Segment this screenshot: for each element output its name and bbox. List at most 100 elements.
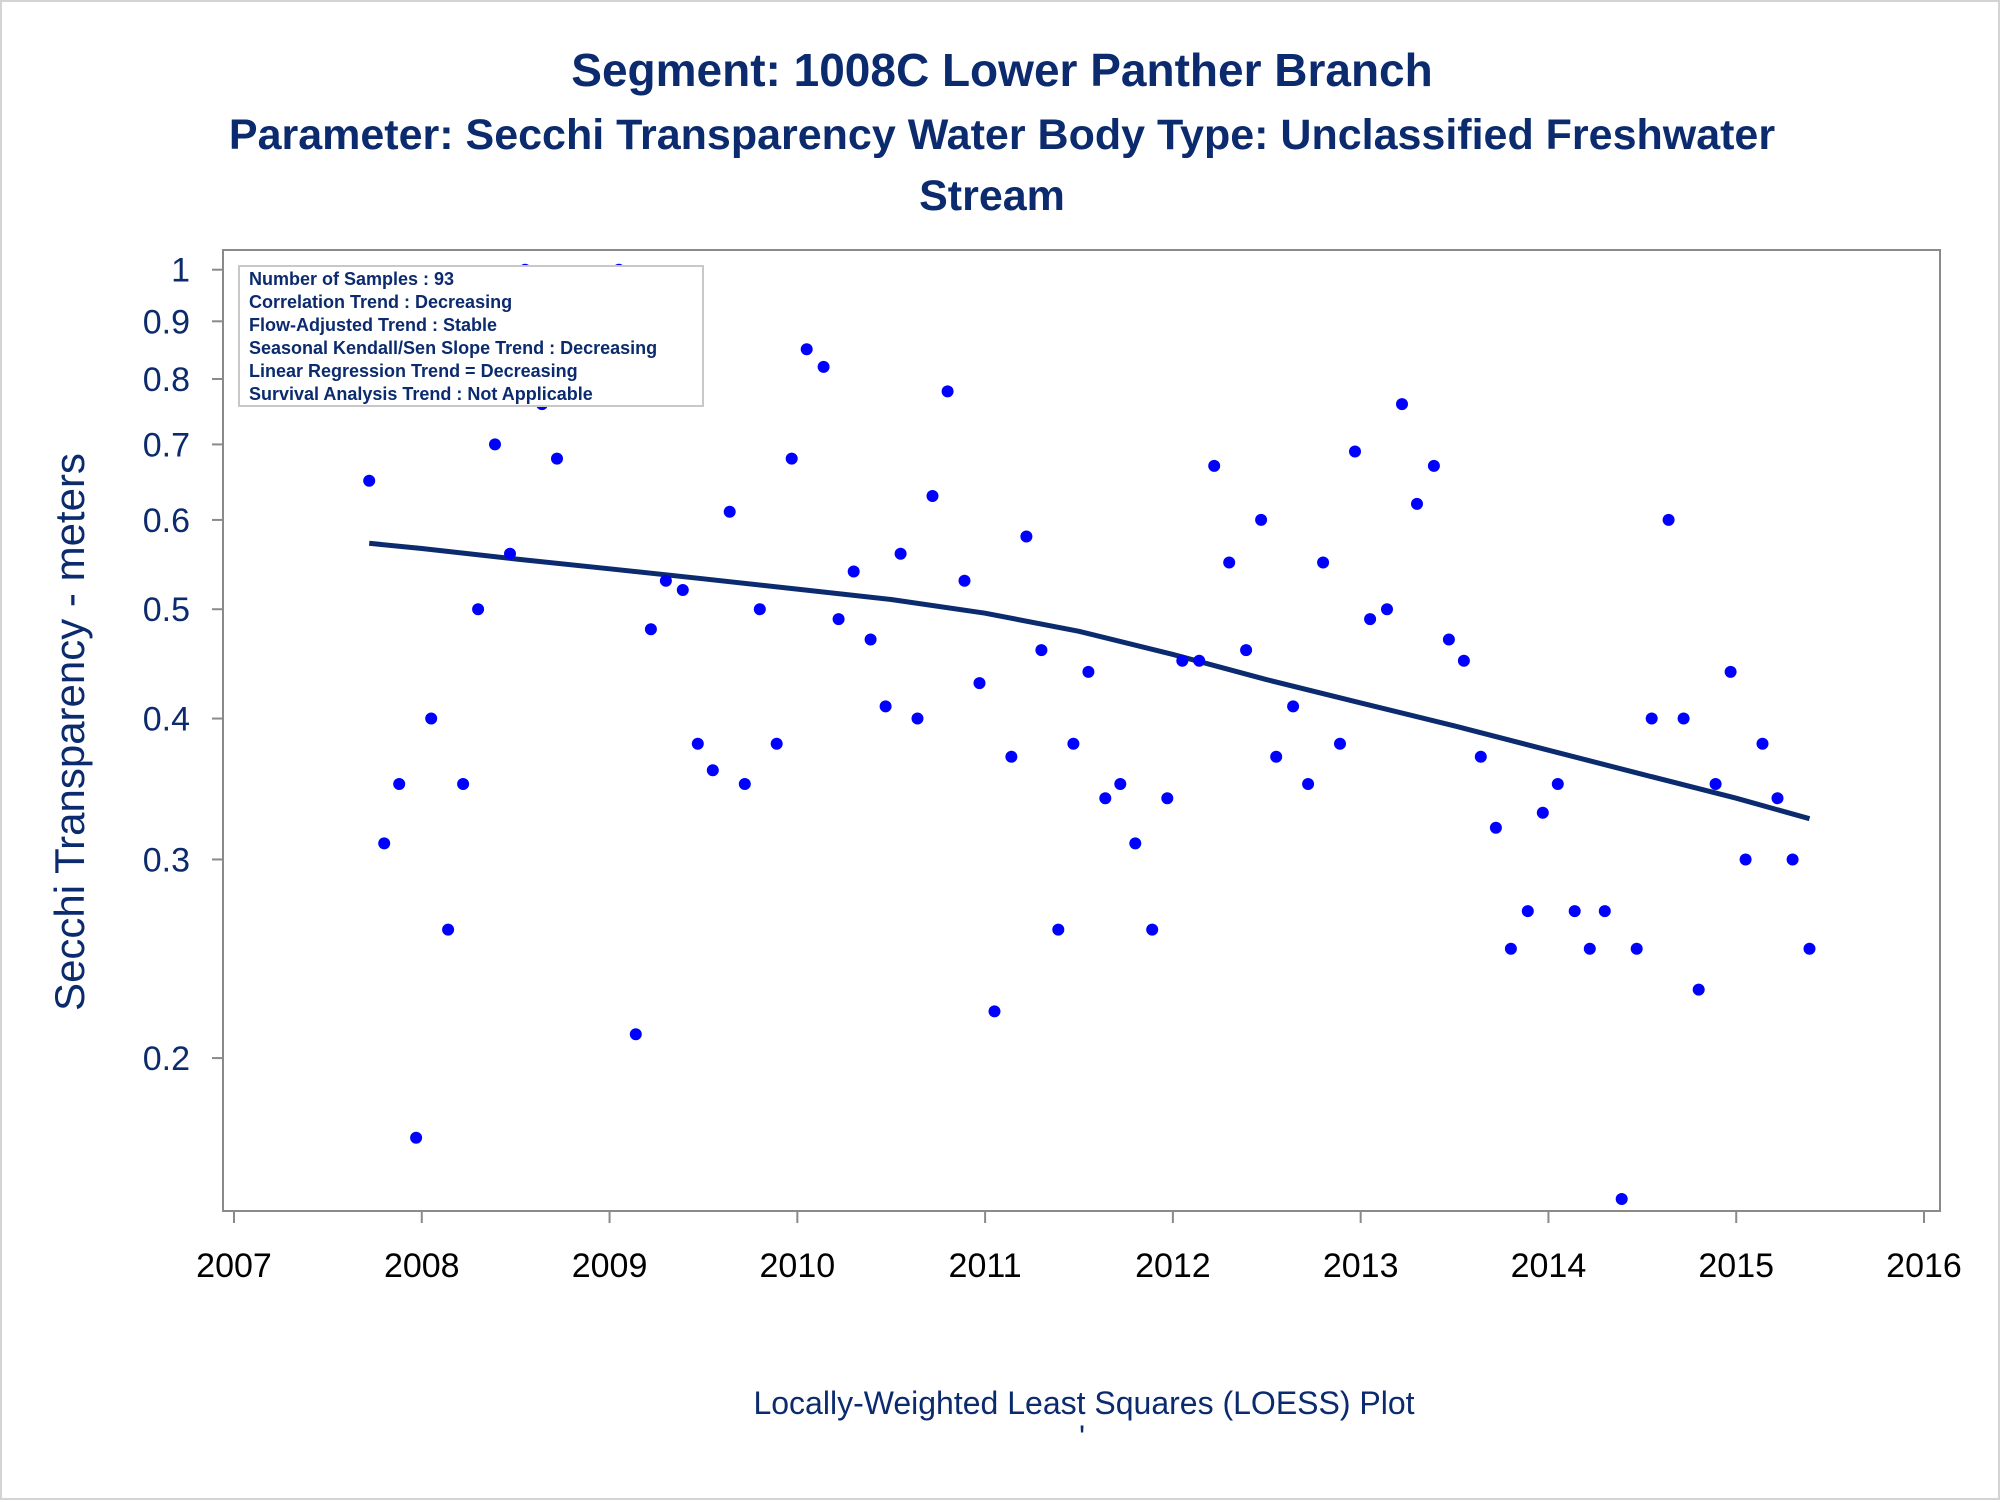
data-point [1270, 750, 1283, 763]
data-point [378, 837, 391, 850]
y-axis-label: Secchi Transparency - meters [46, 453, 93, 1011]
data-point [706, 764, 719, 777]
data-point [629, 1028, 642, 1041]
data-point [941, 385, 954, 398]
data-point [800, 343, 813, 356]
data-point [864, 633, 877, 646]
data-point [926, 490, 939, 502]
data-point [1020, 530, 1033, 543]
info-box: Number of Samples : 93 Correlation Trend… [238, 265, 704, 407]
data-point [1583, 942, 1596, 955]
data-point [393, 778, 406, 790]
data-point [817, 360, 830, 373]
y-axis-ticks: 0.2 0.3 0.4 0.5 0.6 0.7 0.8 0.9 1 [143, 252, 223, 1078]
data-point [1615, 1193, 1628, 1205]
data-point [504, 547, 516, 560]
data-point [1240, 644, 1253, 657]
info-flow-adjusted-trend: Flow-Adjusted Trend : Stable [249, 315, 497, 335]
y-tick-label: 0.2 [143, 1040, 190, 1078]
data-point [1521, 905, 1534, 918]
data-point [442, 923, 455, 936]
data-point [1739, 853, 1752, 866]
data-point [1396, 398, 1408, 411]
data-point [1223, 556, 1236, 569]
data-point [1317, 556, 1330, 569]
y-tick-label: 0.4 [143, 701, 190, 739]
data-point [676, 584, 689, 596]
data-point [1692, 983, 1705, 996]
data-point [363, 474, 376, 487]
data-point [832, 613, 845, 626]
x-tick-label: 2008 [384, 1247, 460, 1285]
data-point [1176, 654, 1189, 667]
data-point [1645, 712, 1658, 725]
data-point [1208, 459, 1221, 472]
y-tick-label: 0.6 [143, 502, 190, 540]
data-point [1411, 497, 1423, 510]
data-point [659, 574, 672, 587]
data-point [1129, 837, 1142, 850]
data-point [770, 737, 783, 750]
data-point [1598, 905, 1611, 918]
data-point [425, 712, 438, 725]
info-sample-count: Number of Samples : 93 [249, 269, 454, 289]
x-tick-label: 2007 [196, 1247, 272, 1285]
data-point [1052, 923, 1065, 936]
data-point [973, 677, 986, 690]
data-point [1035, 644, 1048, 657]
x-tick-label: 2015 [1698, 1247, 1774, 1285]
data-point [879, 700, 892, 713]
chart-subtitle-continued: Stream [919, 172, 1065, 220]
data-point [1756, 737, 1769, 750]
data-point [1457, 654, 1470, 667]
data-point [1067, 737, 1080, 750]
data-point [1786, 853, 1799, 866]
data-point [1334, 737, 1346, 750]
data-point [723, 505, 736, 518]
data-point [753, 603, 766, 616]
data-point [1568, 905, 1581, 918]
data-point [1255, 513, 1268, 526]
footnote-mark: ' [1079, 1419, 1085, 1455]
chart-subtitle: Parameter: Secchi Transparency Water Bod… [229, 111, 1775, 159]
y-tick-label: 0.8 [143, 361, 190, 399]
data-point [472, 603, 485, 616]
data-point [644, 623, 657, 636]
data-point [1551, 778, 1564, 790]
y-tick-label: 0.5 [143, 591, 190, 629]
data-point [1724, 665, 1737, 678]
info-survival-analysis-trend: Survival Analysis Trend : Not Applicable [249, 384, 593, 404]
x-tick-label: 2016 [1886, 1247, 1962, 1285]
data-point [785, 452, 798, 465]
data-point [1146, 923, 1159, 936]
x-tick-label: 2011 [949, 1247, 1022, 1285]
data-point [410, 1131, 423, 1144]
loess-curve [368, 540, 1811, 822]
data-point [1381, 603, 1393, 616]
y-tick-label: 0.7 [143, 426, 190, 464]
data-point [911, 712, 924, 725]
x-tick-label: 2014 [1511, 1247, 1587, 1285]
data-point [1302, 778, 1315, 790]
data-point [489, 438, 501, 451]
plot-area-frame [222, 249, 1941, 1212]
data-point [1114, 778, 1127, 790]
info-linear-regression-trend: Linear Regression Trend = Decreasing [249, 361, 578, 381]
x-tick-label: 2013 [1323, 1247, 1399, 1285]
data-point [691, 737, 704, 750]
info-seasonal-kendall-trend: Seasonal Kendall/Sen Slope Trend : Decre… [249, 338, 657, 358]
data-point [1489, 821, 1502, 834]
data-point [1662, 513, 1675, 526]
x-axis-ticks: 2007 2008 2009 2010 2011 2012 2013 2014 2015 2016 [196, 1211, 1962, 1285]
data-point [1427, 459, 1440, 472]
data-point [1287, 700, 1300, 713]
data-point [1709, 778, 1722, 790]
data-point [551, 452, 563, 465]
data-point [1803, 942, 1816, 955]
data-point [738, 778, 751, 790]
data-point [1161, 792, 1174, 805]
data-point [1082, 665, 1095, 678]
data-point [1771, 792, 1784, 805]
